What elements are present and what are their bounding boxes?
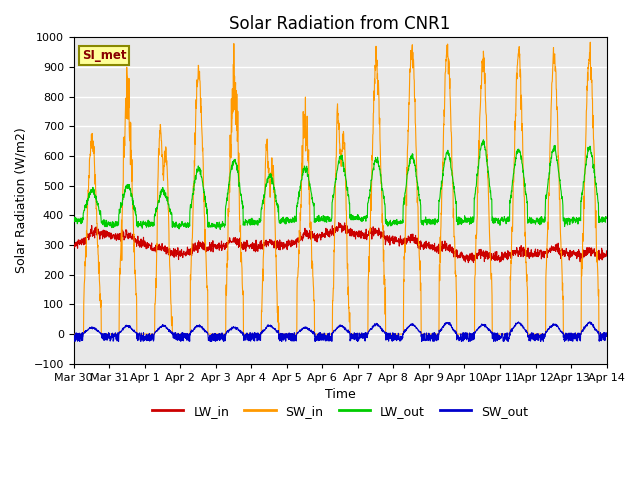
LW_out <box>356 216 364 222</box>
SW_out <box>367 326 375 332</box>
LW_in <box>367 229 375 235</box>
LW_out <box>219 218 227 224</box>
Line: SW_out: SW_out <box>74 322 607 341</box>
LW_out <box>479 137 487 143</box>
X-axis label: Time: Time <box>324 388 355 401</box>
SW_in <box>495 331 502 337</box>
LW_out <box>603 216 611 221</box>
Title: Solar Radiation from CNR1: Solar Radiation from CNR1 <box>229 15 451 33</box>
Text: SI_met: SI_met <box>82 49 126 62</box>
SW_in <box>570 331 578 337</box>
LW_out <box>495 219 503 225</box>
SW_in <box>367 199 374 205</box>
LW_in <box>70 244 77 250</box>
SW_out <box>603 331 611 336</box>
Line: LW_out: LW_out <box>74 140 607 229</box>
LW_out <box>70 219 77 225</box>
LW_in <box>571 250 579 256</box>
Y-axis label: Solar Radiation (W/m2): Solar Radiation (W/m2) <box>15 128 28 274</box>
LW_out <box>367 177 375 183</box>
SW_out <box>208 338 216 344</box>
LW_in <box>495 255 503 261</box>
LW_in <box>556 248 564 253</box>
LW_out <box>556 177 564 182</box>
SW_in <box>603 331 611 337</box>
SW_in <box>556 197 563 203</box>
SW_out <box>556 326 563 332</box>
SW_out <box>70 334 77 340</box>
SW_in <box>218 331 226 337</box>
LW_in <box>465 260 472 265</box>
SW_out <box>586 319 594 325</box>
SW_in <box>355 331 363 337</box>
LW_in <box>603 248 611 254</box>
Line: LW_in: LW_in <box>74 223 607 263</box>
Legend: LW_in, SW_in, LW_out, SW_out: LW_in, SW_in, LW_out, SW_out <box>147 400 533 423</box>
LW_in <box>335 220 342 226</box>
Line: SW_in: SW_in <box>74 42 607 334</box>
SW_in <box>70 331 77 337</box>
LW_in <box>356 230 364 236</box>
SW_out <box>495 334 503 340</box>
LW_in <box>218 242 226 248</box>
SW_out <box>571 332 579 338</box>
SW_out <box>356 336 364 342</box>
SW_out <box>219 336 227 342</box>
LW_out <box>571 216 579 222</box>
SW_in <box>586 39 594 45</box>
LW_out <box>216 227 224 232</box>
